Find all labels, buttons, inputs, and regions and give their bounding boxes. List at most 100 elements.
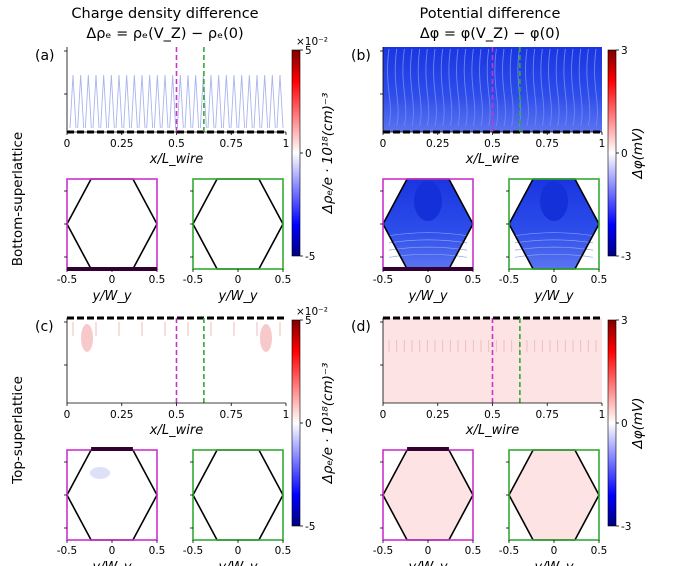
modulation-stripe — [115, 74, 123, 129]
modulation-stripe — [578, 48, 583, 127]
cross-section-0: -0.5 0 0.5 y/W_y — [57, 178, 165, 304]
colorbar-tick-label: 3 — [621, 315, 628, 327]
column-subtitle-charge: Δρₑ = ρₑ(V_Z) − ρₑ(0) — [86, 26, 243, 42]
modulation-stripe — [571, 48, 575, 127]
colorbar-gradient — [291, 319, 301, 527]
contour-line — [514, 253, 594, 258]
modulation-stripe — [387, 48, 391, 127]
colorbar-gradient — [291, 49, 301, 257]
x-tick-label: 0.5 — [465, 274, 482, 286]
superlattice-bar — [407, 447, 449, 451]
colorbar-tick-label: 0 — [305, 148, 312, 160]
modulation-stripe — [107, 74, 115, 129]
colorbar-tick-label: -3 — [621, 521, 631, 533]
x-tick-label: 0.5 — [591, 545, 608, 557]
colorbar-tick-label: -3 — [621, 251, 631, 263]
x-tick-label: -0.5 — [57, 545, 78, 557]
modulation-stripe — [410, 48, 414, 127]
x-axis-label: x/L_wire — [149, 423, 203, 438]
modulation-stripe — [440, 48, 445, 127]
modulation-stripe — [555, 48, 560, 127]
panel-label: (b) — [351, 48, 371, 64]
cross-section-axis-label: y/W_y — [407, 289, 447, 304]
panel-label: (c) — [35, 319, 54, 335]
modulation-stripe — [253, 74, 261, 129]
x-tick-label: 0.5 — [484, 409, 501, 421]
panel-bottom-potential: (b)0 0.25 0.5 0.75 1x/L_wire-0.5 0 0.5y/W_y-0.… — [351, 47, 607, 304]
x-tick-label: 0 — [380, 138, 387, 150]
charge-lobe-right — [260, 324, 272, 352]
cross-section-1: -0.5 0 0.5 y/W_y — [499, 449, 608, 566]
hexagon-fill — [383, 179, 473, 269]
cross-section-axis-label: y/W_y — [407, 560, 447, 566]
hexagon-fill — [193, 450, 283, 540]
modulation-stripe — [69, 74, 77, 129]
modulation-stripe — [261, 74, 269, 129]
modulation-stripe — [394, 48, 399, 127]
modulation-stripe — [222, 74, 230, 129]
cross-section-axis-label: y/W_y — [533, 289, 573, 304]
modulation-stripe — [138, 74, 146, 129]
superlattice-modulation — [72, 322, 281, 336]
modulation-stripe — [594, 48, 598, 127]
cross-section-0: -0.5 0 0.5 y/W_y — [373, 447, 482, 566]
modulation-stripe — [192, 74, 200, 129]
modulation-stripe — [494, 48, 499, 127]
cross-section-1: -0.5 0 0.5 y/W_y — [183, 449, 292, 566]
modulation-stripe — [417, 48, 422, 127]
x-tick-label: -0.5 — [183, 545, 204, 557]
colorbar-gradient — [607, 49, 617, 257]
modulation-stripe — [456, 48, 460, 127]
potential-well — [414, 181, 442, 221]
x-axis-label: x/L_wire — [465, 423, 519, 438]
colorbar-tick-label: 5 — [305, 45, 312, 57]
modulation-stripe — [502, 48, 506, 127]
modulation-stripe — [176, 74, 184, 129]
x-tick-label: 1 — [599, 138, 606, 150]
charge-lobe-left — [81, 324, 93, 352]
x-tick-label: -0.5 — [499, 545, 520, 557]
cross-section-1: -0.5 0 0.5 y/W_y — [499, 178, 608, 304]
hexagon-fill — [193, 179, 283, 269]
hexagon-fill — [67, 179, 157, 269]
x-tick-label: 0 — [109, 274, 116, 286]
column-title-potential: Potential difference — [420, 6, 561, 22]
modulation-stripe — [184, 74, 192, 129]
modulation-stripe — [84, 74, 92, 129]
x-tick-label: 0.5 — [591, 274, 608, 286]
cross-section-axis-label: y/W_y — [533, 560, 573, 566]
x-tick-label: 0.5 — [275, 545, 292, 557]
superlattice-bar — [91, 447, 133, 451]
modulation-stripe — [161, 74, 169, 129]
x-tick-label: 0.25 — [110, 138, 133, 150]
x-tick-label: 0 — [109, 545, 116, 557]
panel-top-charge: (c)00.250.50.751x/L_wire-0.500.5y/W_y-0.… — [35, 316, 292, 566]
x-tick-label: -0.5 — [499, 274, 520, 286]
modulation-stripe — [540, 48, 545, 127]
x-tick-label: 0.75 — [536, 409, 559, 421]
x-tick-label: 0.5 — [168, 138, 185, 150]
column-subtitle-potential: Δφ = φ(V_Z) − φ(0) — [420, 26, 560, 42]
x-tick-label: 0.5 — [465, 545, 482, 557]
modulation-stripe — [525, 48, 529, 127]
x-tick-label: -0.5 — [57, 274, 78, 286]
x-tick-label: 1 — [283, 409, 290, 421]
row-label-bottom: Bottom-superlattice — [10, 132, 26, 267]
contour-line — [388, 253, 468, 258]
modulation-stripe — [215, 74, 223, 129]
colorbar-potential-0: 3 0 -3 Δφ(mV) — [607, 45, 646, 263]
modulation-stripe — [479, 48, 483, 127]
colorbar-label: Δφ(mV) — [630, 127, 646, 179]
superlattice-modulation — [387, 48, 598, 127]
colorbar-gradient — [607, 319, 617, 527]
colorbar-tick-label: -5 — [305, 521, 315, 533]
modulation-stripe — [268, 74, 276, 129]
contour-line — [388, 239, 468, 244]
colorbar-tick-label: 3 — [621, 45, 628, 57]
x-tick-label: 0.5 — [149, 545, 166, 557]
panel-top-potential: (d)00.250.50.751x/L_wire-0.500.5y/W_y-0.… — [351, 316, 608, 566]
contour-line — [514, 239, 594, 244]
modulation-stripe — [402, 48, 407, 127]
charge-blob — [90, 467, 110, 479]
